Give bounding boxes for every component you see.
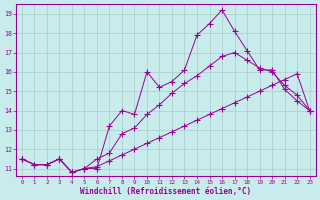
X-axis label: Windchill (Refroidissement éolien,°C): Windchill (Refroidissement éolien,°C) (80, 187, 251, 196)
